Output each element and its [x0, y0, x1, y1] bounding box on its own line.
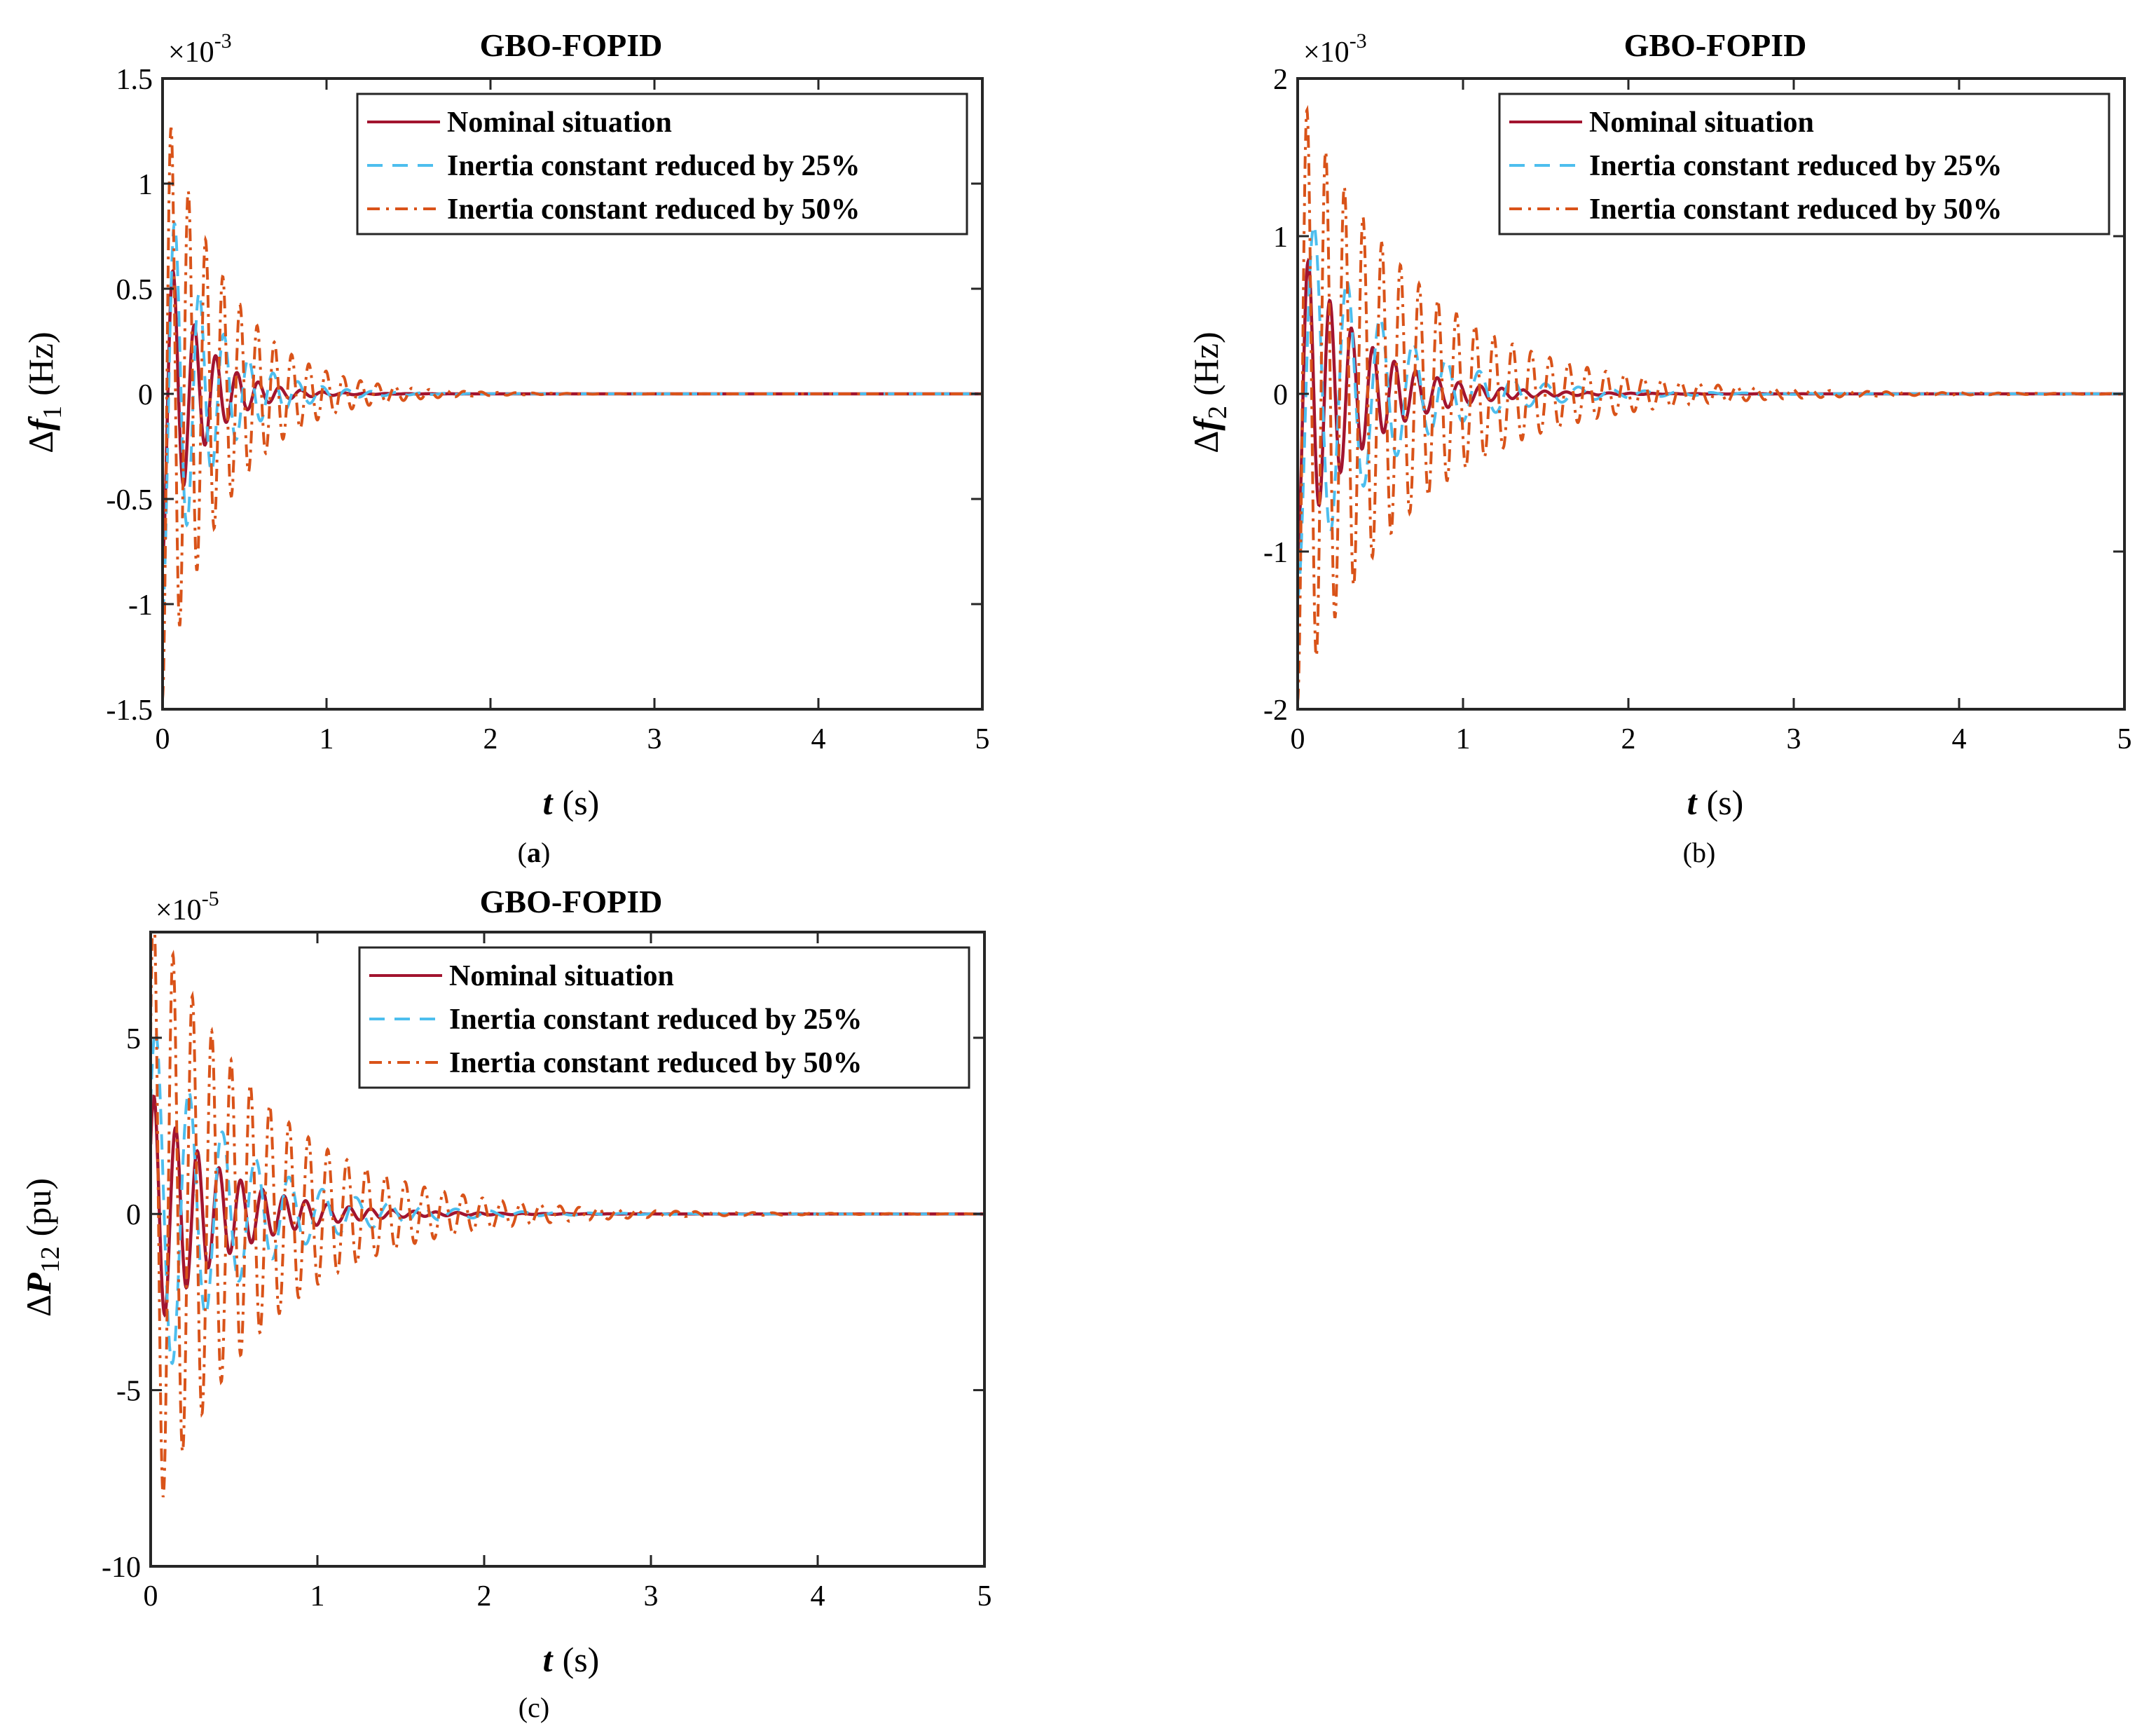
panel-a-ytick-label: -1.5: [107, 695, 153, 727]
panel-b-legend-label-0: Nominal situation: [1589, 107, 1814, 139]
panel-a-xtick-label: 1: [320, 723, 334, 755]
panel-c-legend-label-2: Inertia constant reduced by 50%: [449, 1047, 863, 1079]
panel-c-title: GBO-FOPID: [480, 884, 663, 919]
panel-b-xtick-label: 5: [2117, 723, 2132, 755]
panel-c-xtick-label: 4: [811, 1580, 825, 1613]
panel-c-legend-label-1: Inertia constant reduced by 25%: [449, 1004, 863, 1036]
panel-c-ytick-label: 5: [126, 1023, 141, 1055]
panel-b-caption: (b): [1683, 837, 1716, 868]
panel-c-xtick-label: 3: [644, 1580, 659, 1613]
panel-a-ytick-label: 1: [138, 169, 153, 201]
panel-b-series-1-line: [1298, 223, 2124, 599]
panel-b-title: GBO-FOPID: [1624, 27, 1807, 63]
panel-a-caption: (a): [518, 837, 551, 868]
panel-b-ytick-label: -2: [1263, 695, 1288, 727]
panel-c-xtick-label: 1: [310, 1580, 325, 1613]
panel-a-legend-label-0: Nominal situation: [447, 107, 672, 139]
panel-b-xtick-label: 4: [1952, 723, 1967, 755]
panel-c-legend: Nominal situation Inertia constant reduce…: [358, 946, 970, 1089]
panel-c-xtick-label: 0: [144, 1580, 158, 1613]
panel-b-xtick-label: 3: [1787, 723, 1801, 755]
panel-c-ylabel: ΔP12(pu): [19, 1178, 65, 1317]
panel-a-xlabel: t (s): [543, 783, 600, 822]
panel-b-legend-label-2: Inertia constant reduced by 50%: [1589, 193, 2003, 226]
panel-a-xtick-label: 4: [811, 723, 826, 755]
panel-c-legend-label-0: Nominal situation: [449, 960, 674, 992]
panel-a-ytick-label: -1: [128, 589, 153, 622]
panel-a-legend-label-1: Inertia constant reduced by 25%: [447, 150, 860, 182]
panel-a-plot-area: 0 1 2 3 4 5 -1.5 -1 -0.5 0 0.5 1 1.5 Nominal situatio…: [107, 64, 990, 755]
panel-b-xtick-label: 1: [1456, 723, 1471, 755]
panel-a-series-2-line: [163, 127, 982, 699]
panel-a-title: GBO-FOPID: [480, 27, 663, 63]
panel-a-ytick-label: 0: [138, 379, 153, 411]
panel-c-xtick-label: 2: [477, 1580, 492, 1613]
panel-a-legend-label-2: Inertia constant reduced by 50%: [447, 193, 860, 226]
panel-c-xlabel: t (s): [543, 1640, 600, 1679]
panel-b-plot-area: 0 1 2 3 4 5 -2 -1 0 1 2 Nominal situation Inertia co…: [1263, 64, 2132, 755]
panel-b-exponent: ×10-3: [1303, 29, 1367, 69]
panel-c-exponent: ×10-5: [156, 887, 219, 926]
panel-b-xtick-label: 0: [1291, 723, 1305, 755]
panel-c-xtick-label: 5: [977, 1580, 992, 1613]
panel-c-ytick-label: -10: [102, 1552, 141, 1584]
panel-b: GBO-FOPID ×10-3 0 1 2 3 4 5 -2 -1 0 1 2 Nominal sit…: [1186, 27, 2132, 868]
panel-a-xtick-label: 3: [647, 723, 662, 755]
panel-b-ylabel: Δf2(Hz): [1186, 331, 1233, 453]
panel-b-legend: Nominal situation Inertia constant reduce…: [1498, 93, 2110, 235]
panel-a-ytick-label: -0.5: [107, 484, 153, 516]
panel-b-ytick-label: -1: [1263, 537, 1288, 569]
panel-a: GBO-FOPID ×10-3 0 1 2 3 4 5 -1.5 -1 -0.5 0 0.5 1 1.5…: [21, 27, 990, 868]
panel-a-xtick-label: 5: [975, 723, 990, 755]
panel-a-ytick-label: 0.5: [116, 274, 153, 306]
panel-a-exponent: ×10-3: [168, 29, 232, 69]
panel-a-xtick-label: 2: [483, 723, 498, 755]
panel-b-legend-label-1: Inertia constant reduced by 25%: [1589, 150, 2003, 182]
panel-a-ytick-label: 1.5: [116, 64, 153, 96]
panel-b-ytick-label: 2: [1273, 64, 1288, 96]
panel-c-axes-frame: [149, 931, 986, 1568]
panel-a-ylabel: Δf1(Hz): [21, 331, 67, 453]
panel-a-legend: Nominal situation Inertia constant reduce…: [356, 93, 968, 235]
panel-c-ytick-label: 0: [126, 1199, 141, 1231]
panel-c: GBO-FOPID ×10-5 0 1 2 3 4 5 -10 -5 0 5 Nominal sit…: [19, 884, 992, 1723]
panel-b-ytick-label: 0: [1273, 379, 1288, 411]
panel-b-xtick-label: 2: [1621, 723, 1636, 755]
panel-a-series-1-line: [163, 220, 982, 615]
panel-c-plot-area: 0 1 2 3 4 5 -10 -5 0 5 Nominal situation Inertia co…: [102, 931, 992, 1613]
panel-c-series-2-line: [151, 932, 984, 1498]
panel-c-caption: (c): [519, 1692, 549, 1723]
panel-b-ytick-label: 1: [1273, 221, 1288, 254]
panel-b-xlabel: t (s): [1687, 783, 1744, 822]
panel-a-xtick-label: 0: [156, 723, 170, 755]
panel-c-ytick-label: -5: [116, 1376, 141, 1408]
